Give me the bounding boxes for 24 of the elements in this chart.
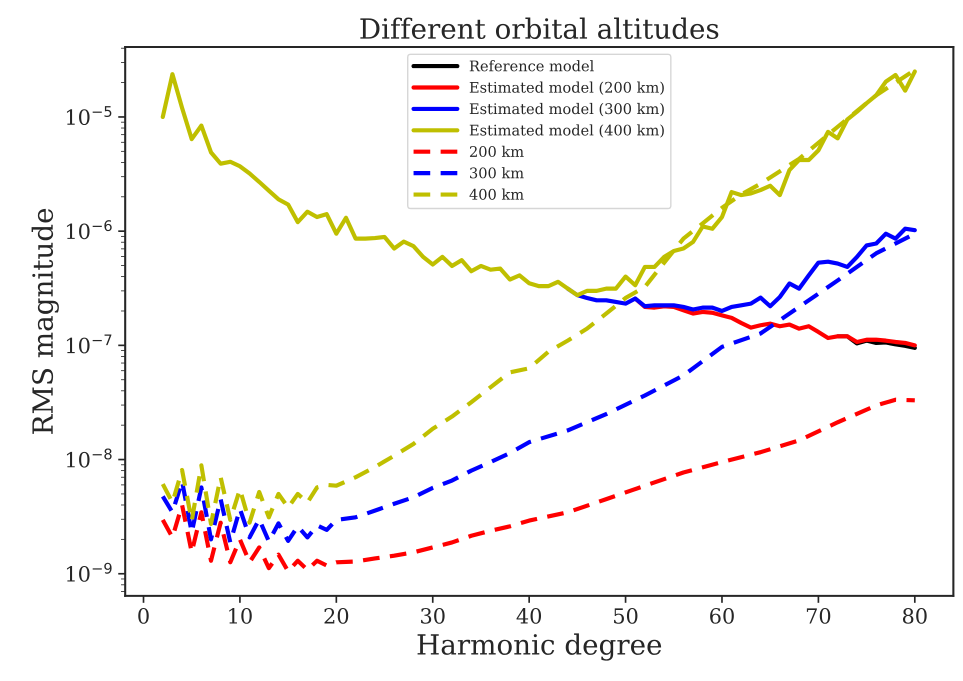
legend-label: Reference model [470, 60, 594, 72]
legend-label: Estimated model (400 km) [470, 124, 664, 138]
y-tick-label: 10$^{−9}$ [66, 562, 112, 582]
x-tick-label: 20 [324, 608, 348, 624]
legend-label: Estimated model (300 km) [470, 102, 664, 116]
legend-label: 200 km [470, 146, 524, 158]
x-tick-label: 60 [710, 608, 734, 624]
x-tick-label: 70 [806, 608, 830, 624]
y-axis-title: RMS magnitude [32, 208, 59, 434]
y-tick-label: 10$^{−7}$ [66, 334, 112, 354]
x-tick-label: 50 [614, 608, 638, 624]
x-tick-label: 0 [138, 608, 149, 624]
legend-label: 400 km [469, 188, 524, 200]
x-tick-label: 10 [229, 608, 252, 624]
legend-label: 300 km [470, 167, 524, 178]
y-tick-label: 10$^{−5}$ [66, 106, 112, 126]
y-tick-label: 10$^{−6}$ [66, 220, 112, 240]
y-tick-label: 10$^{−8}$ [66, 448, 112, 468]
x-axis-title: Harmonic degree [418, 633, 662, 661]
legend-label: Estimated model (200 km) [470, 82, 664, 95]
x-tick-label: 80 [902, 608, 927, 624]
x-tick-label: 30 [421, 608, 445, 624]
x-tick-label: 40 [516, 608, 542, 624]
chart-title: Different orbital altitudes [360, 18, 718, 40]
